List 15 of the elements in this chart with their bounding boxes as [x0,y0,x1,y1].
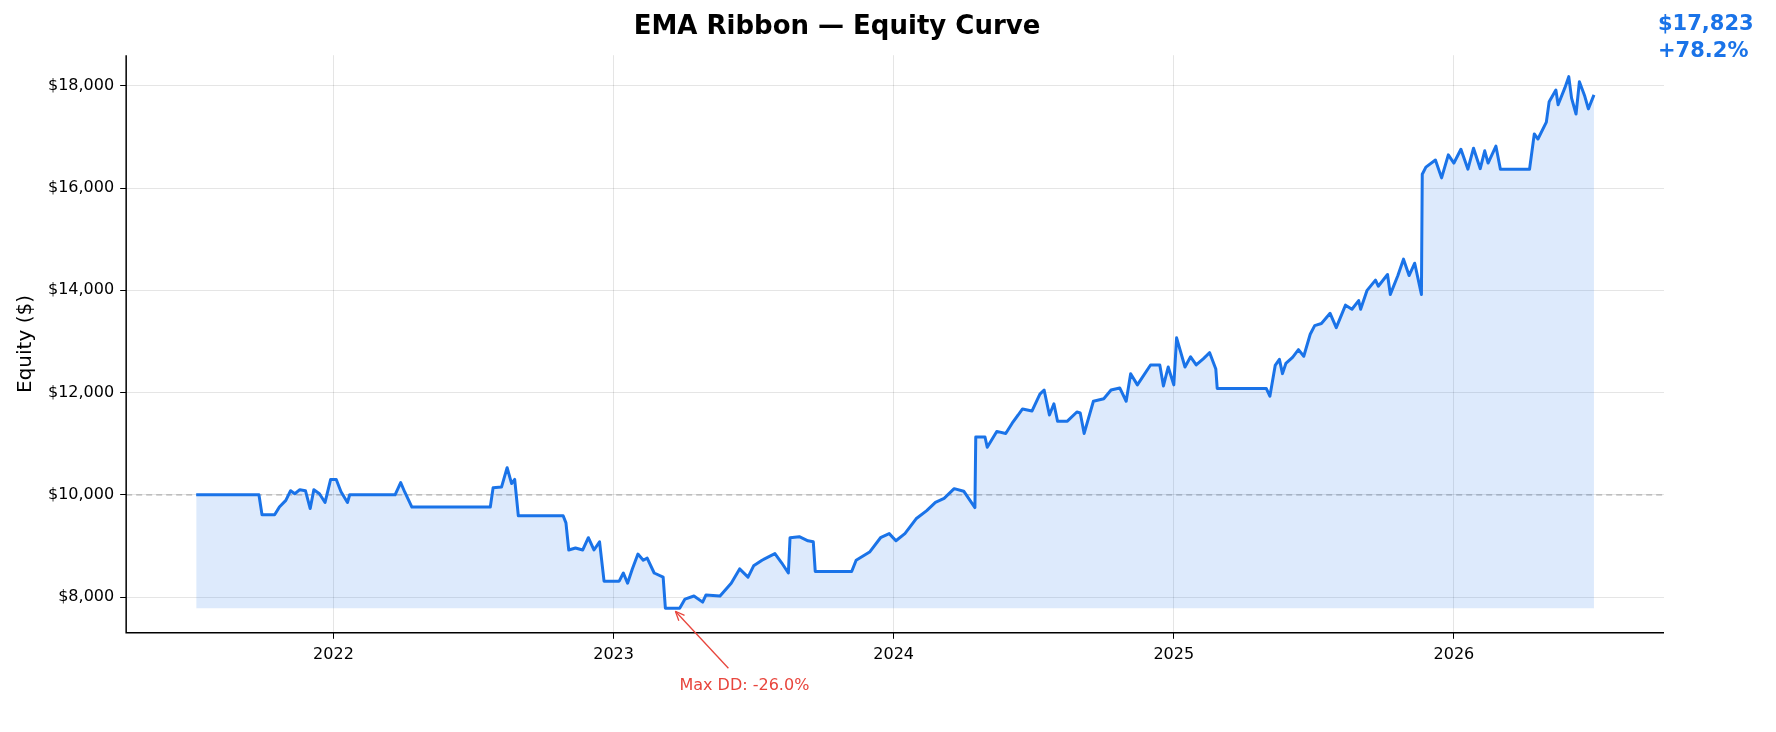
x-tick-label: 2024 [873,643,915,663]
annotation: $17,823 +78.2% [1658,10,1754,62]
y-tick-label: $14,000 [47,279,115,299]
y-axis-title: Equity ($) [12,295,37,393]
x-tick-label: 2022 [313,643,354,663]
y-tick-label: $18,000 [47,75,115,95]
x-tick-label: 2025 [1153,643,1195,663]
y-tick-label: $10,000 [47,483,115,503]
y-tick-label: $8,000 [58,586,115,606]
x-tick-label: 2026 [1433,643,1475,663]
chart-title: EMA Ribbon — Equity Curve [633,10,1041,41]
x-tick-label: 2023 [593,643,634,663]
annotation: Max DD: -26.0% [679,675,810,695]
y-tick-label: $16,000 [47,177,115,197]
y-tick-label: $12,000 [47,381,115,401]
